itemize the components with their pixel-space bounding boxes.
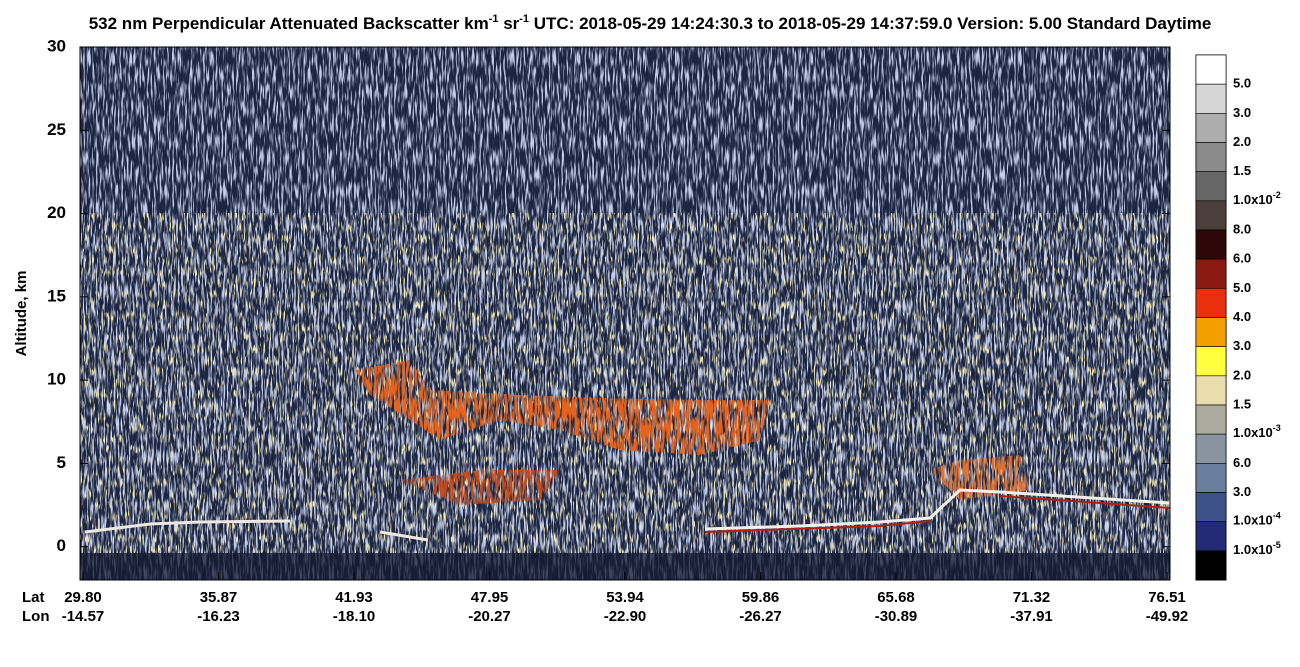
lon-label: -16.23 bbox=[197, 608, 240, 625]
title-part: 532 nm Perpendicular Attenuated Backscat… bbox=[89, 14, 489, 33]
lon-label: -37.91 bbox=[1010, 608, 1053, 625]
colorbar-swatch bbox=[1195, 258, 1227, 289]
colorbar-label-base: 1.0x10 bbox=[1233, 192, 1273, 207]
y-tick-label: 20 bbox=[47, 203, 66, 222]
colorbar-swatch bbox=[1195, 317, 1227, 347]
backscatter-image bbox=[80, 47, 1170, 580]
y-tick-label: 0 bbox=[57, 536, 66, 555]
colorbar-swatch bbox=[1195, 521, 1227, 552]
chart-title: 532 nm Perpendicular Attenuated Backscat… bbox=[89, 13, 1212, 34]
colorbar-swatch bbox=[1195, 550, 1227, 581]
colorbar-label: 6.0 bbox=[1233, 455, 1251, 470]
colorbar-swatch bbox=[1195, 83, 1227, 114]
colorbar-label: 1.0x10-4 bbox=[1233, 511, 1281, 528]
title-superscript: -1 bbox=[489, 13, 499, 25]
title-superscript: -1 bbox=[519, 13, 529, 25]
colorbar-label: 5.0 bbox=[1233, 280, 1251, 295]
colorbar-swatch bbox=[1195, 54, 1227, 85]
colorbar-swatch bbox=[1195, 433, 1227, 464]
lon-label: -26.27 bbox=[739, 608, 782, 625]
lon-label: -49.92 bbox=[1146, 608, 1189, 625]
colorbar-label-exponent: -2 bbox=[1273, 190, 1281, 200]
colorbar-swatch bbox=[1195, 113, 1227, 143]
y-axis-label: Altitude, km bbox=[13, 271, 30, 357]
lat-label: 47.95 bbox=[471, 589, 509, 606]
colorbar-swatch bbox=[1195, 346, 1227, 377]
colorbar-label-exponent: -5 bbox=[1273, 540, 1281, 550]
colorbar-label: 3.0 bbox=[1233, 338, 1251, 353]
lon-label: -18.10 bbox=[333, 608, 376, 625]
colorbar-swatch bbox=[1195, 229, 1227, 260]
colorbar-label-exponent: -4 bbox=[1273, 511, 1281, 521]
colorbar-swatch bbox=[1195, 200, 1227, 231]
lat-label: 65.68 bbox=[877, 589, 915, 606]
colorbar-label-base: 1.0x10 bbox=[1233, 542, 1273, 557]
lat-label: 76.51 bbox=[1148, 589, 1186, 606]
y-tick-label: 5 bbox=[57, 453, 66, 472]
colorbar-swatch bbox=[1195, 288, 1227, 318]
colorbar-label: 3.0 bbox=[1233, 484, 1251, 499]
lon-label: -14.57 bbox=[62, 608, 105, 625]
lon-label: -22.90 bbox=[604, 608, 647, 625]
y-tick-label: 25 bbox=[47, 120, 66, 139]
colorbar-swatch bbox=[1195, 171, 1227, 202]
x-row-label: Lat bbox=[22, 589, 45, 606]
colorbar-label: 3.0 bbox=[1233, 105, 1251, 120]
x-row-label: Lon bbox=[22, 608, 50, 625]
colorbar-label: 1.5 bbox=[1233, 396, 1251, 411]
lon-label: -30.89 bbox=[875, 608, 918, 625]
y-tick-label: 30 bbox=[47, 36, 66, 55]
y-tick-label: 15 bbox=[47, 286, 66, 305]
lon-label: -20.27 bbox=[468, 608, 511, 625]
colorbar-swatch bbox=[1195, 404, 1227, 435]
colorbar-label: 4.0 bbox=[1233, 309, 1251, 324]
lat-label: 41.93 bbox=[335, 589, 373, 606]
colorbar-swatch bbox=[1195, 142, 1227, 172]
colorbar-label-base: 1.0x10 bbox=[1233, 513, 1273, 528]
colorbar-label: 5.0 bbox=[1233, 76, 1251, 91]
colorbar-label: 2.0 bbox=[1233, 134, 1251, 149]
colorbar-swatch bbox=[1195, 492, 1227, 522]
lat-label: 59.86 bbox=[742, 589, 780, 606]
colorbar-label: 1.0x10-5 bbox=[1233, 540, 1281, 557]
colorbar-label: 1.0x10-2 bbox=[1233, 190, 1281, 207]
title-part: UTC: 2018-05-29 14:24:30.3 to 2018-05-29… bbox=[529, 14, 1211, 33]
colorbar-swatch bbox=[1195, 375, 1227, 406]
y-tick-label: 10 bbox=[47, 370, 66, 389]
colorbar-label: 2.0 bbox=[1233, 367, 1251, 382]
colorbar-label: 6.0 bbox=[1233, 251, 1251, 266]
colorbar-label-base: 1.0x10 bbox=[1233, 426, 1273, 441]
lat-label: 53.94 bbox=[606, 589, 644, 606]
colorbar-swatch bbox=[1195, 463, 1227, 493]
colorbar-label: 1.5 bbox=[1233, 163, 1251, 178]
title-part: sr bbox=[498, 14, 519, 33]
lat-label: 35.87 bbox=[200, 589, 238, 606]
colorbar-label-exponent: -3 bbox=[1273, 424, 1281, 434]
lat-label: 29.80 bbox=[64, 589, 102, 606]
colorbar-label: 1.0x10-3 bbox=[1233, 424, 1281, 441]
lat-label: 71.32 bbox=[1013, 589, 1051, 606]
colorbar-label: 8.0 bbox=[1233, 221, 1251, 236]
